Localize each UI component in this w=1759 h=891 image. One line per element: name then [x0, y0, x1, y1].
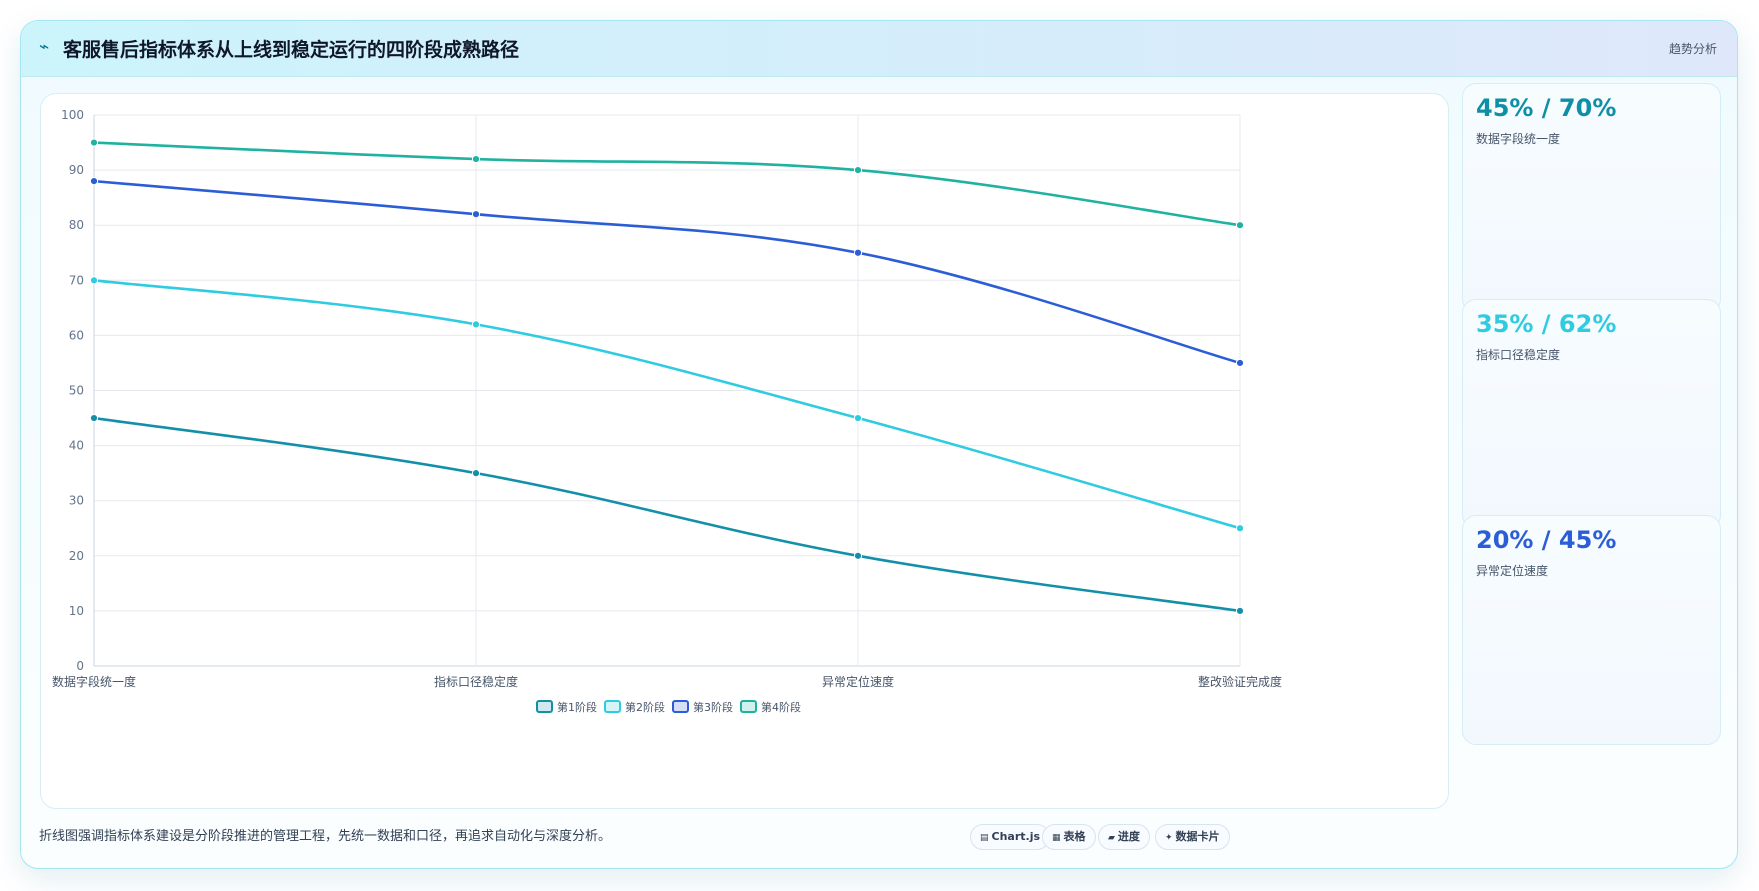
x-tick-label: 数据字段统一度 — [52, 674, 136, 689]
analysis-tag: 趋势分析 — [1668, 42, 1717, 56]
legend-label: 第4阶段 — [761, 700, 801, 714]
x-tick-label: 异常定位速度 — [822, 674, 894, 689]
data-point — [853, 166, 863, 175]
series-line-3 — [93, 179, 1241, 365]
kpi-card-3: 20% / 45% 异常定位速度 — [1462, 515, 1721, 745]
chart-icon: ▤ — [980, 833, 989, 843]
kpi-label: 数据字段统一度 — [1476, 132, 1561, 146]
data-point — [853, 413, 863, 423]
data-point — [471, 154, 481, 164]
series-line-1 — [93, 416, 1241, 613]
legend-label: 第3阶段 — [693, 700, 733, 714]
legend-swatch — [672, 700, 689, 713]
y-tick-label: 90 — [69, 163, 84, 177]
sparkle-icon: ✦ — [1165, 833, 1173, 843]
table-icon: ▦ — [1052, 833, 1061, 843]
y-tick-label: 70 — [69, 273, 84, 287]
kpi-value: 45% / 70% — [1476, 94, 1617, 122]
page-title: 客服售后指标体系从上线到稳定运行的四阶段成熟路径 — [63, 39, 520, 61]
y-tick-label: 40 — [69, 439, 84, 453]
x-tick-label: 整改验证完成度 — [1198, 674, 1282, 689]
y-tick-label: 30 — [69, 494, 84, 508]
kpi-value: 35% / 62% — [1476, 310, 1617, 338]
kpi-card-2: 35% / 62% 指标口径稳定度 — [1462, 299, 1721, 529]
data-point — [89, 138, 99, 147]
y-tick-label: 100 — [61, 108, 84, 122]
data-point — [853, 248, 863, 257]
lightning-icon: ⌁ — [39, 37, 50, 57]
y-tick-label: 50 — [69, 384, 84, 398]
x-tick-label: 指标口径稳定度 — [434, 674, 518, 689]
pill-chartjs[interactable]: ▤ Chart.js — [970, 824, 1051, 850]
line-chart: 0 10 20 30 40 50 60 70 80 90 100 数据字段统一度 指标口径稳定度 异常定位… — [52, 108, 1282, 714]
y-tick-label: 60 — [69, 328, 84, 342]
data-point — [1235, 358, 1245, 368]
series-line-4 — [93, 141, 1241, 227]
y-tick-label: 80 — [69, 218, 84, 232]
kpi-card-1: 45% / 70% 数据字段统一度 — [1462, 83, 1721, 313]
pill-data-card[interactable]: ✦ 数据卡片 — [1155, 824, 1230, 850]
kpi-value: 20% / 45% — [1476, 526, 1617, 554]
data-point — [471, 320, 481, 329]
y-tick-label: 0 — [76, 659, 84, 673]
y-tick-label: 10 — [69, 604, 84, 618]
data-point — [89, 413, 99, 423]
pill-table[interactable]: ▦ 表格 — [1042, 824, 1096, 850]
data-point — [89, 177, 99, 186]
data-point — [471, 469, 481, 478]
footer-note: 折线图强调指标体系建设是分阶段推进的管理工程，先统一数据和口径，再追求自动化与深… — [39, 829, 612, 844]
dashboard-card: ⌁ 客服售后指标体系从上线到稳定运行的四阶段成熟路径 趋势分析 0 10 20 30 4… — [20, 20, 1738, 869]
data-point — [1235, 606, 1245, 616]
line-chart-panel: 0 10 20 30 40 50 60 70 80 90 100 数据字段统一度 指标口径稳定度 异常定位… — [40, 93, 1449, 809]
kpi-label: 指标口径稳定度 — [1476, 348, 1561, 362]
progress-icon: ▰ — [1108, 833, 1115, 843]
kpi-label: 异常定位速度 — [1476, 564, 1549, 578]
legend-label: 第1阶段 — [557, 700, 597, 714]
legend-swatch — [740, 700, 757, 713]
legend-swatch — [604, 700, 621, 713]
legend-swatch — [536, 700, 553, 713]
data-point — [1235, 221, 1245, 230]
legend-label: 第2阶段 — [625, 700, 665, 714]
data-point — [471, 210, 481, 219]
y-tick-label: 20 — [69, 549, 84, 563]
card-header: ⌁ 客服售后指标体系从上线到稳定运行的四阶段成熟路径 趋势分析 — [21, 21, 1737, 77]
pill-progress[interactable]: ▰ 进度 — [1098, 824, 1150, 850]
data-point — [89, 276, 99, 285]
data-point — [1235, 524, 1245, 533]
data-point — [853, 551, 863, 560]
series-line-2 — [93, 279, 1241, 530]
